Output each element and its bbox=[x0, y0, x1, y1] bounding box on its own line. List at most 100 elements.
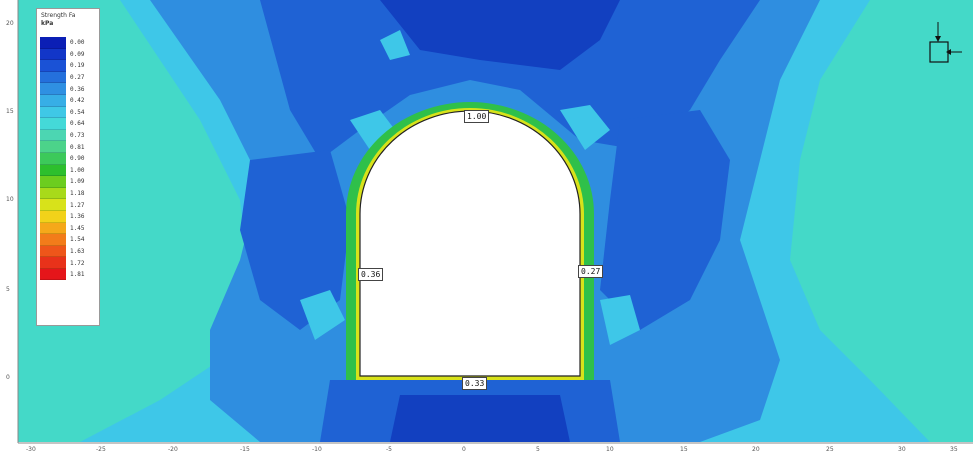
legend-swatch bbox=[40, 187, 66, 200]
bottom-tick-label: -5 bbox=[386, 446, 392, 453]
legend-value: 1.45 bbox=[70, 224, 85, 232]
bottom-tick-label: 10 bbox=[606, 446, 614, 453]
legend-row: 1.45 bbox=[40, 222, 98, 235]
contour-zone-lowest-top bbox=[380, 0, 620, 70]
bottom-tick-label: -25 bbox=[96, 446, 106, 453]
invert-value-label: 0.33 bbox=[462, 377, 488, 390]
contour-legend[interactable]: Strength Fa kPa 0.00 0.09 0.19 0.27 0.36 0.42… bbox=[36, 8, 100, 326]
legend-swatch bbox=[40, 164, 66, 177]
right-wall-value-label: 0.27 bbox=[578, 265, 604, 278]
left-tick-label: 20 bbox=[6, 20, 14, 27]
bottom-tick-label: 25 bbox=[826, 446, 834, 453]
legend-row: 0.42 bbox=[40, 94, 98, 107]
legend-entries: 0.00 0.09 0.19 0.27 0.36 0.42 0.54 0.64 0.73 0.81… bbox=[40, 37, 98, 281]
legend-value: 0.09 bbox=[70, 50, 85, 58]
bottom-tick-label: 15 bbox=[680, 446, 688, 453]
legend-row: 1.36 bbox=[40, 210, 98, 223]
contour-patch-2 bbox=[560, 105, 610, 150]
legend-value: 1.09 bbox=[70, 178, 85, 186]
legend-value: 1.63 bbox=[70, 247, 85, 255]
bottom-tick-label: -20 bbox=[168, 446, 178, 453]
legend-swatch bbox=[40, 129, 66, 142]
legend-value: 0.00 bbox=[70, 39, 85, 47]
legend-value: 0.81 bbox=[70, 143, 85, 151]
left-wall-value-label: 0.36 bbox=[358, 268, 384, 281]
legend-row: 1.63 bbox=[40, 245, 98, 258]
legend-value: 0.90 bbox=[70, 155, 85, 163]
legend-row: 0.73 bbox=[40, 129, 98, 142]
contour-zone-low-right bbox=[600, 110, 730, 330]
legend-row: 0.19 bbox=[40, 60, 98, 72]
crown-value-label: 1.00 bbox=[464, 110, 490, 123]
bottom-tick-label: -15 bbox=[240, 446, 250, 453]
legend-value: 0.64 bbox=[70, 120, 85, 128]
contour-patch-1 bbox=[350, 110, 395, 150]
legend-value: 1.00 bbox=[70, 166, 85, 174]
legend-row: 0.54 bbox=[40, 106, 98, 119]
legend-value: 1.81 bbox=[70, 271, 85, 279]
legend-swatch bbox=[40, 222, 66, 235]
legend-title: Strength Fa bbox=[41, 12, 76, 19]
legend-value: 1.27 bbox=[70, 201, 85, 209]
legend-row: 1.54 bbox=[40, 234, 98, 246]
view-orientation-icon[interactable] bbox=[924, 20, 964, 70]
legend-row: 0.00 bbox=[40, 37, 98, 49]
legend-swatch bbox=[40, 245, 66, 258]
legend-row: 0.64 bbox=[40, 118, 98, 130]
legend-row: 1.00 bbox=[40, 164, 98, 177]
legend-swatch bbox=[40, 60, 66, 72]
legend-row: 1.27 bbox=[40, 199, 98, 211]
legend-swatch bbox=[40, 71, 66, 84]
legend-value: 1.72 bbox=[70, 259, 85, 267]
legend-row: 1.81 bbox=[40, 268, 98, 281]
legend-value: 1.54 bbox=[70, 236, 85, 244]
contour-patch-4 bbox=[600, 295, 640, 345]
legend-swatch bbox=[40, 118, 66, 130]
legend-value: 0.27 bbox=[70, 74, 85, 82]
legend-row: 1.09 bbox=[40, 176, 98, 188]
left-tick-label: 10 bbox=[6, 196, 14, 203]
legend-swatch bbox=[40, 234, 66, 246]
left-tick-label: 0 bbox=[6, 374, 10, 381]
legend-swatch bbox=[40, 199, 66, 211]
legend-swatch bbox=[40, 48, 66, 61]
legend-swatch bbox=[40, 210, 66, 223]
bottom-tick-label: 0 bbox=[462, 446, 466, 453]
contour-zone-lowest-bottom bbox=[390, 395, 570, 442]
legend-swatch bbox=[40, 141, 66, 153]
contour-zone-teal-right bbox=[790, 0, 973, 442]
legend-swatch bbox=[40, 83, 66, 95]
legend-value: 1.18 bbox=[70, 190, 85, 198]
legend-row: 0.27 bbox=[40, 71, 98, 84]
legend-value: 0.36 bbox=[70, 85, 85, 93]
legend-value: 1.36 bbox=[70, 213, 85, 221]
legend-value: 0.19 bbox=[70, 62, 85, 70]
legend-swatch bbox=[40, 37, 66, 49]
excavation-boundary bbox=[359, 110, 581, 377]
legend-value: 0.54 bbox=[70, 108, 85, 116]
contour-patch-5 bbox=[380, 30, 410, 60]
contour-zone-low-left bbox=[240, 150, 350, 330]
bottom-tick-label: -10 bbox=[312, 446, 322, 453]
bottom-tick-label: 35 bbox=[950, 446, 958, 453]
legend-row: 1.18 bbox=[40, 187, 98, 200]
contour-patch-3 bbox=[300, 290, 345, 340]
left-tick-label: 5 bbox=[6, 286, 10, 293]
bottom-tick-label: -30 bbox=[26, 446, 36, 453]
legend-row: 0.09 bbox=[40, 48, 98, 61]
left-tick-label: 15 bbox=[6, 108, 14, 115]
legend-unit: kPa bbox=[41, 20, 54, 27]
legend-swatch bbox=[40, 152, 66, 165]
bottom-tick-label: 5 bbox=[536, 446, 540, 453]
legend-row: 1.72 bbox=[40, 257, 98, 269]
bottom-tick-label: 30 bbox=[898, 446, 906, 453]
legend-swatch bbox=[40, 106, 66, 119]
legend-row: 0.81 bbox=[40, 141, 98, 153]
legend-swatch bbox=[40, 94, 66, 107]
bottom-tick-label: 20 bbox=[752, 446, 760, 453]
legend-value: 0.42 bbox=[70, 97, 85, 105]
legend-row: 0.90 bbox=[40, 152, 98, 165]
legend-swatch bbox=[40, 268, 66, 281]
